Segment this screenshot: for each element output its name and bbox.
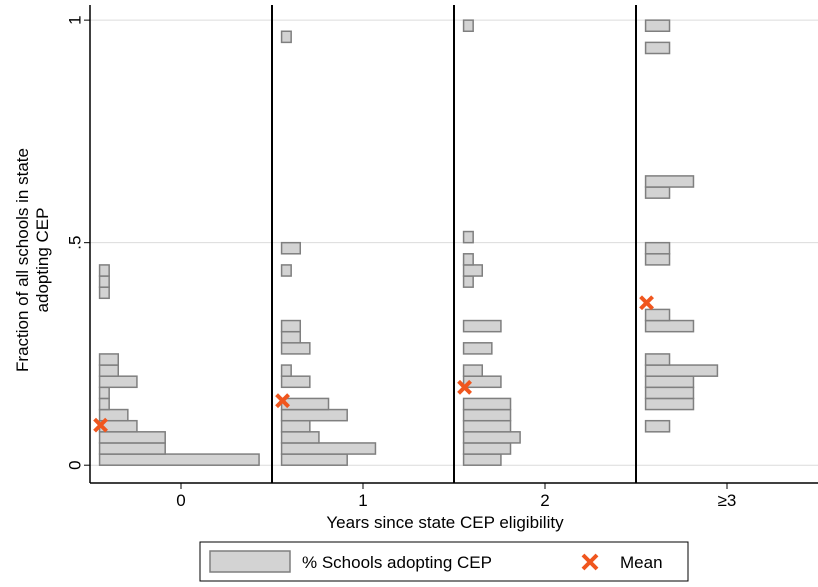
histogram-bar — [644, 386, 695, 400]
histogram-bar — [98, 453, 260, 466]
histogram-bar — [644, 308, 671, 322]
histogram-bar — [462, 431, 521, 444]
legend-label: Mean — [620, 553, 663, 572]
histogram-bar — [462, 408, 512, 422]
histogram-bar — [98, 397, 110, 411]
histogram-bar — [462, 419, 512, 433]
histogram-bar — [98, 264, 110, 277]
histogram-bar — [98, 386, 110, 400]
histogram-bar — [462, 364, 484, 377]
histogram-bar — [644, 175, 695, 188]
x-axis-title: Years since state CEP eligibility — [326, 513, 564, 532]
x-tick-label: 1 — [358, 491, 367, 510]
histogram-bar — [280, 30, 292, 44]
legend-swatch — [209, 550, 291, 573]
histogram-bar — [98, 286, 110, 300]
histogram-bar — [98, 364, 120, 377]
histogram-bar — [98, 275, 110, 288]
histogram-bar — [644, 353, 671, 366]
histogram-bar — [280, 442, 377, 455]
legend-marker — [581, 553, 599, 571]
histogram-bar — [644, 19, 671, 33]
histogram-bar — [462, 319, 502, 333]
x-tick-label: 2 — [540, 491, 549, 510]
histogram-bar — [280, 453, 348, 466]
histogram-bar — [644, 419, 671, 433]
histogram-bar — [462, 253, 474, 266]
histogram-bar — [462, 264, 484, 277]
histogram-bar — [462, 453, 502, 466]
histogram-bar — [644, 364, 719, 377]
histogram-bar — [280, 330, 302, 344]
mean-marker — [457, 379, 472, 395]
y-tick-label: 0 — [65, 460, 84, 469]
histogram-bar — [280, 431, 320, 444]
histogram-bar — [98, 431, 166, 444]
y-tick-label: .5 — [65, 236, 84, 250]
histogram-bar — [98, 408, 129, 422]
histogram-bar — [280, 408, 348, 422]
histogram-bar — [644, 186, 671, 199]
x-tick-label: ≥3 — [718, 491, 737, 510]
histogram-bar — [462, 397, 512, 411]
histogram-bar — [644, 397, 695, 411]
histogram-bar — [98, 442, 166, 455]
mean-marker — [93, 417, 108, 433]
histogram-bar — [462, 342, 493, 355]
histogram-bar — [644, 41, 671, 55]
histogram-bar — [280, 319, 302, 333]
histogram-bar — [280, 419, 311, 433]
y-axis-title: adopting CEP — [33, 208, 52, 313]
histogram-bar — [462, 19, 474, 33]
histogram-bar — [462, 230, 474, 244]
y-axis-title: Fraction of all schools in state — [13, 148, 32, 372]
histogram-bar — [280, 375, 311, 389]
histogram-bar — [280, 264, 292, 277]
histogram-bar — [98, 353, 120, 366]
y-tick-label: 1 — [65, 15, 84, 24]
histogram-bar — [98, 375, 138, 389]
legend-label: % Schools adopting CEP — [302, 553, 492, 572]
x-tick-label: 0 — [176, 491, 185, 510]
mean-marker — [639, 295, 654, 311]
histogram-bar — [644, 253, 671, 266]
histogram-bar — [280, 241, 302, 255]
histogram-bar — [462, 442, 512, 455]
mean-marker — [275, 393, 290, 409]
histogram-bar — [280, 364, 292, 377]
histogram-bar — [644, 241, 671, 255]
histogram-bar — [644, 319, 695, 333]
histogram-bar — [644, 375, 695, 389]
histogram-bar — [462, 275, 474, 288]
histogram-bar — [280, 342, 311, 355]
